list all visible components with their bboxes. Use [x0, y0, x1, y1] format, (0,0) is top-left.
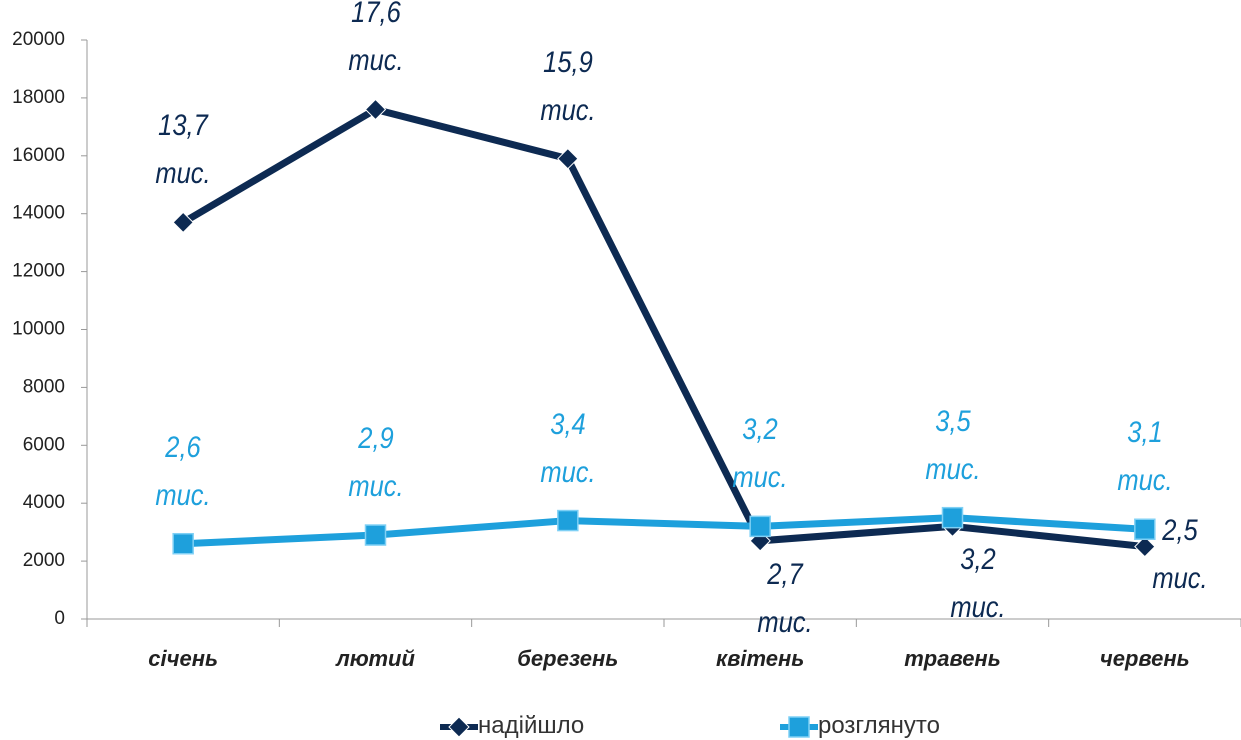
marker [172, 211, 194, 234]
marker [448, 716, 470, 738]
data-label: 3,5 тис. [924, 404, 981, 486]
y-tick-label: 8000 [23, 376, 65, 397]
series-line [181, 105, 1146, 551]
legend-label: надійшло [478, 712, 585, 739]
marker [364, 524, 387, 546]
data-label: 17,6 тис. [347, 0, 404, 78]
y-tick-label: 12000 [12, 261, 65, 282]
y-tick-label: 4000 [23, 492, 65, 513]
data-label: 13,7 тис. [155, 109, 211, 191]
y-tick-label: 10000 [12, 319, 65, 340]
y-tick-label: 16000 [12, 145, 65, 166]
data-label: 2,5 тис. [1152, 513, 1208, 595]
series-line [183, 514, 1146, 548]
data-label: 3,2 тис. [732, 413, 788, 495]
marker [749, 515, 771, 538]
y-tick-label: 20000 [12, 29, 65, 50]
data-label: 3,1 тис. [1117, 416, 1173, 498]
y-tick-label: 14000 [12, 203, 65, 224]
x-tick-label: червень [1100, 646, 1190, 671]
data-label: 2,7 тис. [757, 557, 813, 639]
y-tick-label: 6000 [23, 434, 65, 455]
data-label: 15,9 тис. [540, 45, 596, 127]
marker [557, 509, 579, 532]
marker [788, 716, 810, 738]
data-label: 2,9 тис. [347, 422, 404, 504]
legend-label: розглянуто [818, 712, 940, 739]
marker [1134, 535, 1156, 558]
x-tick-label: березень [517, 646, 618, 671]
data-label: 3,2 тис. [949, 543, 1006, 625]
y-tick-label: 18000 [12, 87, 65, 108]
marker [364, 98, 387, 121]
x-tick-label: січень [148, 646, 218, 671]
marker [557, 147, 579, 170]
data-label: 3,4 тис. [540, 407, 596, 489]
y-tick-label: 2000 [23, 550, 65, 571]
marker [172, 532, 194, 555]
data-label: 2,6 тис. [155, 430, 211, 512]
x-tick-label: лютий [335, 646, 415, 671]
marker [941, 506, 964, 529]
x-tick-label: квітень [716, 646, 804, 671]
x-tick-label: травень [904, 646, 1001, 671]
marker [1134, 518, 1156, 541]
y-tick-label: 0 [54, 608, 65, 629]
